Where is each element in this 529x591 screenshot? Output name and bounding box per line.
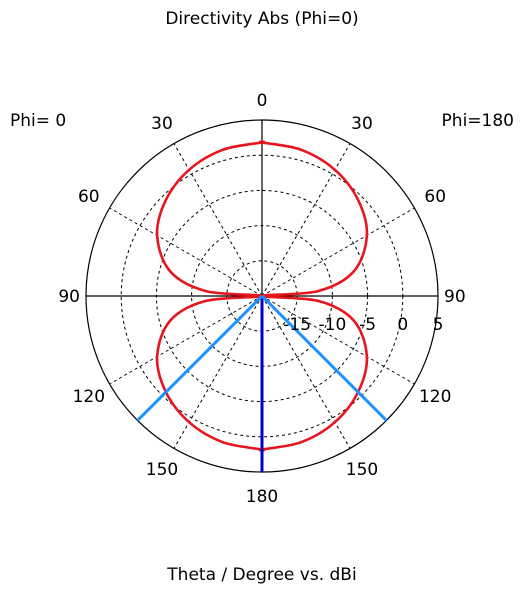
angle-tick-label-right-150: 150 (346, 460, 378, 480)
radial-tick-label-0: -15 (283, 315, 311, 335)
angle-tick-label-top-0: 0 (257, 91, 268, 111)
radial-tick-label-4: 5 (433, 315, 444, 335)
marker-line-left-135 (136, 294, 264, 422)
radial-tick-label-1: -10 (319, 315, 347, 335)
angle-tick-label-left-150: 150 (146, 460, 178, 480)
grid-spoke-right-60 (261, 207, 415, 297)
angle-tick-label-right-90: 90 (444, 287, 466, 307)
phi-left-label: Phi= 0 (10, 111, 66, 131)
angle-tick-label-left-90: 90 (58, 287, 80, 307)
angle-tick-label-left-120: 120 (73, 387, 105, 407)
angle-tick-label-left-30: 30 (151, 114, 173, 134)
angle-tick-label-right-30: 30 (351, 114, 373, 134)
grid-spoke-left-60 (109, 207, 263, 297)
phi-right-label: Phi=180 (442, 111, 514, 131)
angle-tick-label-bottom-180: 180 (246, 487, 278, 507)
radial-tick-label-3: 0 (397, 315, 408, 335)
angle-tick-label-right-60: 60 (424, 187, 446, 207)
grid-spoke-left-30 (173, 143, 263, 297)
grid-spoke-right-120 (261, 295, 415, 385)
radial-tick-labels: -15 -10 -5 0 5 (283, 315, 443, 335)
grid-spoke-left-120 (109, 295, 263, 385)
radial-tick-label-2: -5 (359, 315, 376, 335)
x-axis-label: Theta / Degree vs. dBi (166, 565, 356, 585)
marker-layer (136, 294, 388, 472)
marker-line-right-135 (260, 294, 388, 422)
angle-tick-label-right-120: 120 (419, 387, 451, 407)
angle-tick-label-left-60: 60 (78, 187, 100, 207)
chart-title: Directivity Abs (Phi=0) (165, 9, 358, 29)
grid-spoke-right-30 (261, 143, 351, 297)
angle-labels: 0 30 30 60 60 90 90 120 120 150 150 180 (58, 91, 465, 507)
